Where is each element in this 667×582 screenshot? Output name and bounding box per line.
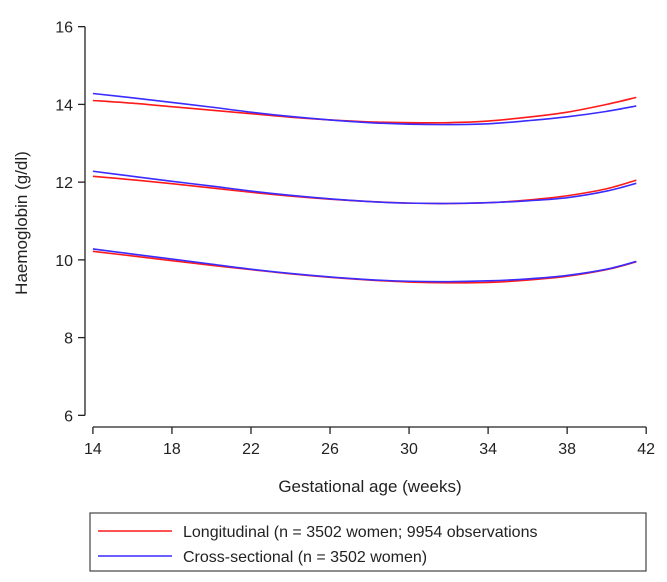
legend: Longitudinal (n = 3502 women; 9954 obser… [89, 512, 647, 572]
x-tick-label: 42 [637, 441, 655, 458]
x-tick-label: 38 [558, 441, 576, 458]
axes: 6 8 10 12 14 16 14 18 22 26 30 34 38 42 [55, 20, 655, 458]
y-tick-label: 10 [55, 253, 73, 270]
curves [92, 92, 637, 284]
cross-sectional-lower-line [92, 248, 637, 283]
y-tick-label: 6 [64, 408, 73, 425]
legend-label-longitudinal: Longitudinal (n = 3502 women; 9954 obser… [183, 524, 537, 541]
y-tick-label: 16 [55, 20, 73, 37]
x-tick-label: 30 [400, 441, 418, 458]
cross-sectional-middle-line [92, 170, 637, 205]
x-tick-label: 18 [163, 441, 181, 458]
x-tick-label: 14 [84, 441, 102, 458]
cross-sectional-upper-line [92, 92, 637, 126]
x-axis-title: Gestational age (weeks) [278, 477, 461, 496]
y-tick-label: 12 [55, 175, 73, 192]
y-tick-label: 14 [55, 97, 73, 114]
legend-box [89, 512, 647, 572]
longitudinal-lower-line [92, 250, 637, 284]
y-tick-label: 8 [64, 331, 73, 348]
y-axis-title: Haemoglobin (g/dl) [12, 151, 31, 295]
x-tick-label: 34 [479, 441, 497, 458]
x-tick-label: 22 [242, 441, 260, 458]
legend-items: Longitudinal (n = 3502 women; 9954 obser… [98, 524, 537, 566]
legend-label-cross-sectional: Cross-sectional (n = 3502 women) [183, 549, 427, 566]
longitudinal-upper-line [92, 96, 637, 124]
x-tick-label: 26 [321, 441, 339, 458]
